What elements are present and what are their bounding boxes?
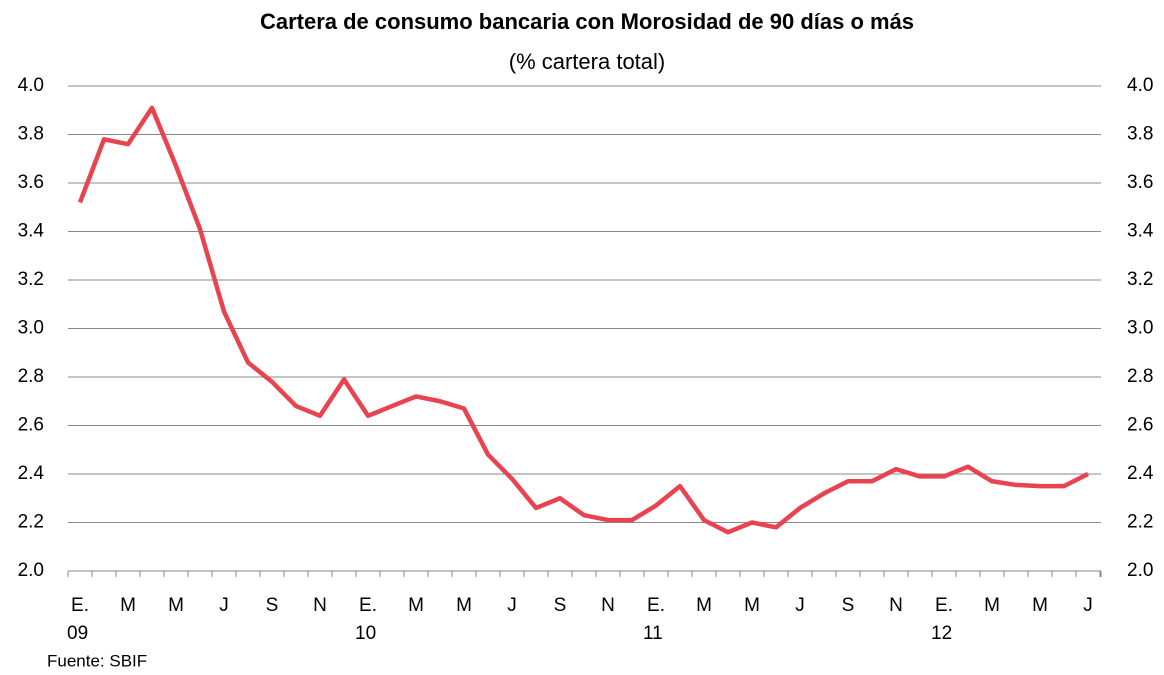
y2-tick-label: 4.0 bbox=[1127, 75, 1153, 96]
x-tick-label: M bbox=[168, 595, 184, 616]
x-tick-label: J bbox=[1083, 595, 1093, 616]
x-year-label: 12 bbox=[931, 623, 952, 644]
y2-tick-label: 3.8 bbox=[1127, 124, 1153, 145]
y2-tick-label: 2.4 bbox=[1127, 463, 1154, 484]
x-tick-label: E. bbox=[359, 595, 377, 616]
x-tick-label: S bbox=[266, 595, 279, 616]
y2-tick-label: 3.4 bbox=[1127, 221, 1154, 242]
y2-tick-label: 2.6 bbox=[1127, 415, 1153, 436]
y-tick-label: 3.4 bbox=[18, 221, 45, 242]
y-tick-label: 3.8 bbox=[18, 124, 44, 145]
y-tick-label: 2.4 bbox=[18, 463, 45, 484]
x-tick-label: E. bbox=[647, 595, 665, 616]
x-tick-label: J bbox=[507, 595, 517, 616]
y-tick-label: 3.0 bbox=[18, 318, 44, 339]
y2-tick-label: 3.6 bbox=[1127, 172, 1153, 193]
y2-tick-label: 2.2 bbox=[1127, 512, 1153, 533]
y-tick-label: 4.0 bbox=[18, 75, 44, 96]
y-tick-label: 3.2 bbox=[18, 269, 44, 290]
data-line bbox=[77, 105, 1090, 535]
x-tick-label: E. bbox=[71, 595, 89, 616]
y-tick-label: 2.2 bbox=[18, 512, 44, 533]
x-year-label: 10 bbox=[355, 623, 376, 644]
x-tick-label: M bbox=[696, 595, 712, 616]
x-tick-label: J bbox=[219, 595, 229, 616]
x-tick-label: N bbox=[889, 595, 903, 616]
x-tick-label: M bbox=[120, 595, 136, 616]
x-tick-label: N bbox=[601, 595, 615, 616]
x-year-label: 09 bbox=[67, 623, 88, 644]
x-tick-label: S bbox=[554, 595, 567, 616]
source-note: Fuente: SBIF bbox=[47, 651, 147, 670]
x-tick-label: M bbox=[456, 595, 472, 616]
x-year-label: 11 bbox=[643, 623, 663, 644]
x-tick-label: M bbox=[744, 595, 760, 616]
y2-tick-label: 2.8 bbox=[1127, 366, 1153, 387]
y-tick-label: 2.8 bbox=[18, 366, 44, 387]
y2-tick-label: 3.0 bbox=[1127, 318, 1153, 339]
y-tick-label: 2.0 bbox=[18, 560, 44, 581]
x-tick-label: S bbox=[842, 595, 855, 616]
x-tick-label: J bbox=[795, 595, 805, 616]
chart-title: Cartera de consumo bancaria con Morosida… bbox=[260, 9, 914, 34]
x-tick-label: M bbox=[408, 595, 424, 616]
x-tick-label: E. bbox=[935, 595, 953, 616]
x-tick-label: M bbox=[984, 595, 1000, 616]
y-tick-label: 3.6 bbox=[18, 172, 44, 193]
y-tick-label: 2.6 bbox=[18, 415, 44, 436]
y2-tick-label: 3.2 bbox=[1127, 269, 1153, 290]
chart-subtitle: (% cartera total) bbox=[509, 49, 666, 74]
x-tick-label: N bbox=[313, 595, 327, 616]
y2-tick-label: 2.0 bbox=[1127, 560, 1153, 581]
x-tick-label: M bbox=[1032, 595, 1048, 616]
